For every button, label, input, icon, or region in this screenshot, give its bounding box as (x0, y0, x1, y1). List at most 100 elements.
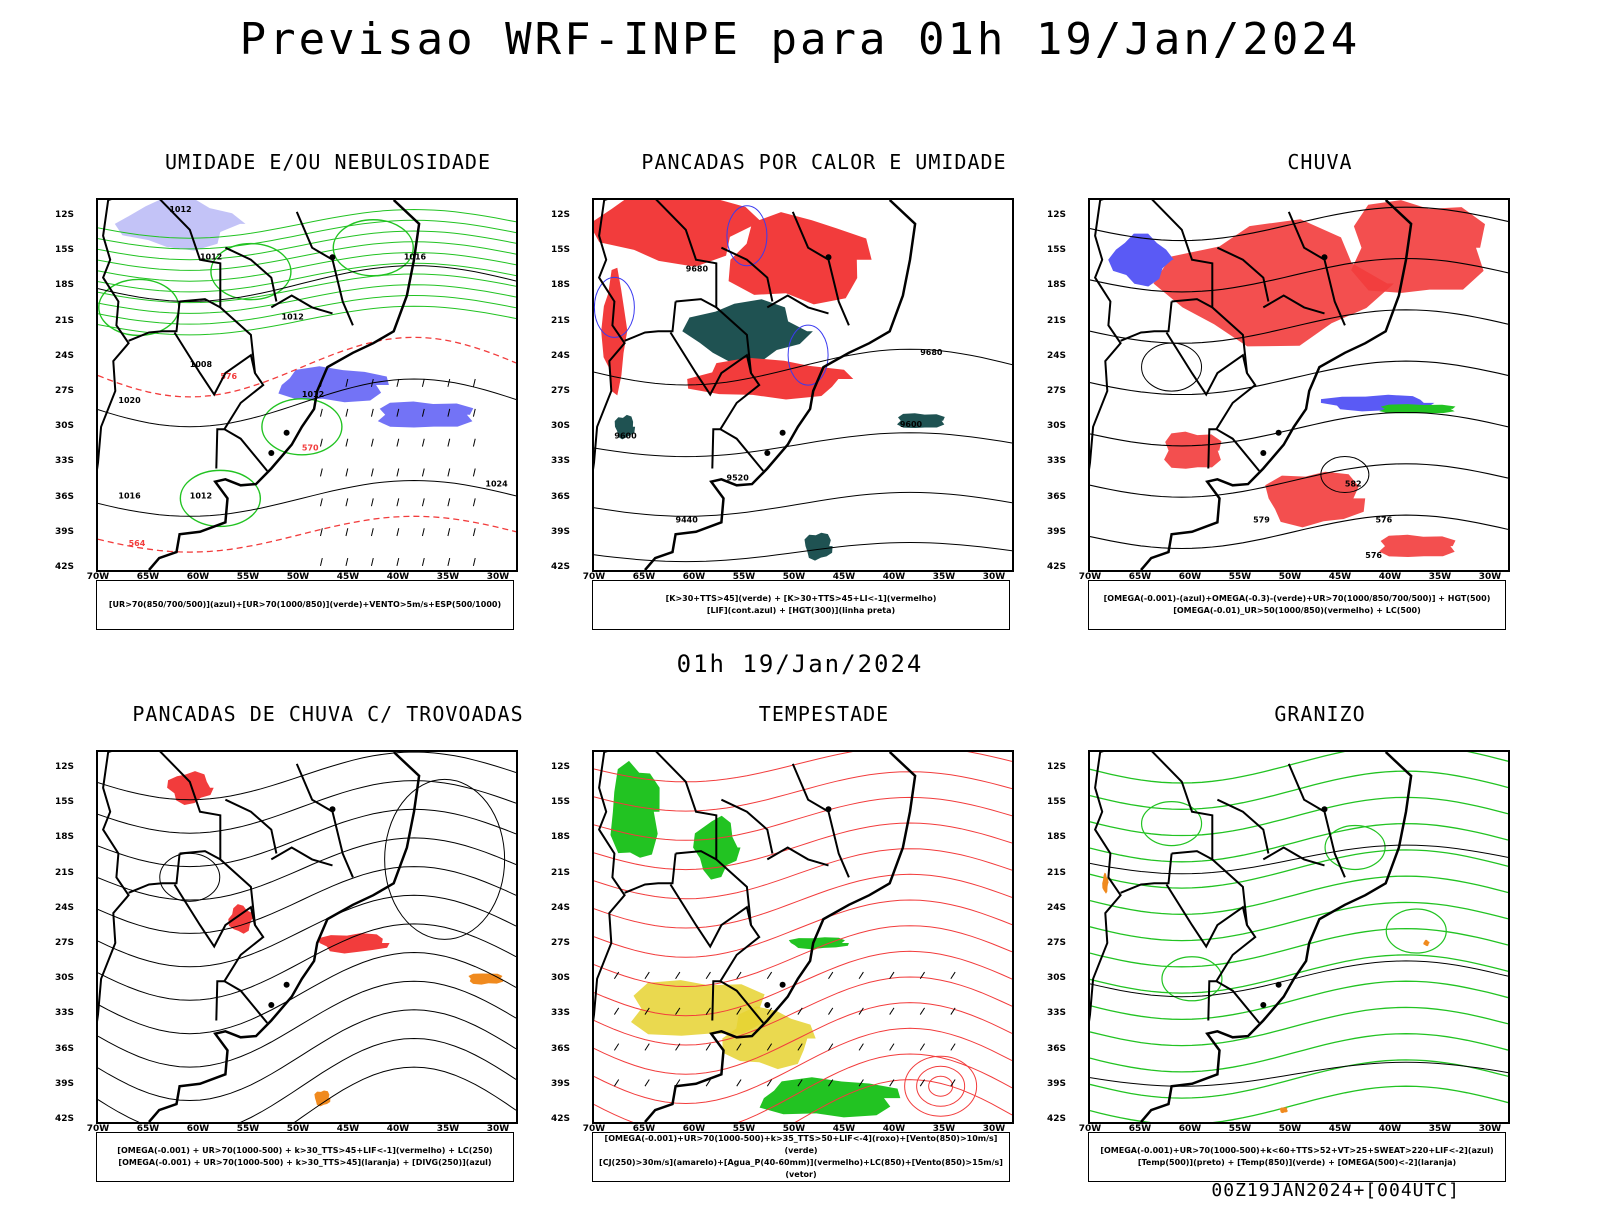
lon-tick-label: 65W (632, 1124, 656, 1134)
thickness-isoline (98, 336, 516, 398)
contour-label: 582 (1345, 479, 1362, 488)
geopotential-isoline (594, 348, 1012, 386)
wind-vector (447, 498, 451, 507)
lon-tick-label: 35W (1428, 1124, 1452, 1134)
mid-title: 01h 19/Jan/2024 (676, 650, 924, 678)
contour-label: 9600 (900, 420, 923, 429)
border (766, 846, 829, 867)
lat-tick-label: 18S (1046, 280, 1066, 291)
lake (779, 981, 786, 988)
wind-vector (472, 528, 476, 537)
legend-line: [OMEGA(-0.001)+UR>70(1000-500)+k<60+TTS>… (1100, 1146, 1494, 1155)
heat-shower-area (601, 267, 628, 396)
wind-vector (889, 1043, 895, 1051)
lon-tick-label: 70W (86, 572, 110, 582)
border (791, 763, 850, 878)
border (215, 428, 225, 469)
map-umidade[interactable]: 1012 1012 1016 1012 1008 1012 1016 1012 1020 1024… (96, 198, 518, 572)
legend-line: [Temp(500)](preto) + [Temp(850)](verde) … (1137, 1158, 1457, 1167)
wind-vector (345, 498, 349, 507)
map-pancadas-calor[interactable]: 9680 9600 9520 9440 9680 9600 (592, 198, 1014, 572)
humidity-contour (98, 262, 516, 293)
wind-vector (421, 468, 425, 477)
streamline (159, 852, 221, 902)
border (1207, 980, 1217, 1021)
lon-tick-label: 30W (982, 1124, 1006, 1134)
lat-tick-label: 21S (550, 867, 570, 878)
humidity-contour (98, 273, 516, 304)
thickness-isoline (98, 515, 516, 553)
lat-tick-label: 42S (1046, 562, 1066, 572)
lon-tick-label: 70W (582, 1124, 606, 1134)
humidity-contour (98, 241, 516, 271)
contour-label: 570 (302, 444, 319, 453)
border (1262, 846, 1325, 867)
thunderstorm-area (167, 771, 214, 805)
lake (283, 429, 290, 436)
wind-vector (396, 498, 400, 507)
map-chuva[interactable]: 582 576 579 576 (1088, 198, 1510, 572)
temperature-850-contour (1090, 980, 1508, 1021)
border (624, 853, 677, 894)
temperature-850-contour (1090, 849, 1508, 889)
temperature-850-contour (1090, 927, 1508, 968)
wind-vector (950, 1007, 956, 1015)
lat-tick-label: 42S (54, 1114, 74, 1124)
wind-vector (705, 1043, 711, 1051)
lake (329, 806, 336, 813)
lat-tick-label: 42S (1046, 1114, 1066, 1124)
lon-tick-label: 45W (1328, 572, 1352, 582)
map-canvas-trovoadas (98, 752, 516, 1122)
wind-vector (396, 468, 400, 477)
precipitable-water-contour (594, 848, 1012, 900)
wind-vector (421, 557, 425, 566)
humidity-area (377, 401, 474, 428)
lat-tick-label: 18S (1046, 832, 1066, 843)
border (173, 331, 256, 397)
instability-area (897, 413, 945, 428)
lat-tick-label: 18S (54, 280, 74, 291)
wind-vector (421, 378, 425, 387)
lon-tick-label: 55W (1228, 1124, 1252, 1134)
wind-vector (950, 1043, 956, 1051)
border (270, 846, 333, 867)
lon-tick-label: 45W (832, 572, 856, 582)
temperature-850-contour (1385, 908, 1447, 954)
lat-tick-label: 33S (54, 1008, 74, 1019)
lon-tick-label: 55W (732, 572, 756, 582)
wind-vector (396, 557, 400, 566)
wind-vector (345, 468, 349, 477)
map-canvas-tempestade (594, 752, 1012, 1122)
border (720, 798, 774, 854)
border (1171, 298, 1213, 309)
wind-vector (705, 1079, 711, 1087)
lon-tick-label: 65W (632, 572, 656, 582)
lat-tick-label: 27S (54, 938, 74, 948)
lat-tick-label: 39S (1046, 526, 1066, 537)
temperature-850-contour (1140, 801, 1203, 847)
lat-tick-label: 21S (54, 315, 74, 326)
coastline (148, 200, 421, 570)
wind-vector (421, 438, 425, 447)
legend-line: [OMEGA(-0.001) + UR>70(1000-500) + k>30_… (117, 1146, 493, 1155)
wind-vector (319, 468, 323, 477)
lon-tick-label: 30W (486, 1124, 510, 1134)
lon-tick-label: 65W (136, 572, 160, 582)
map-tempestade[interactable] (592, 750, 1014, 1124)
shower-area (314, 1090, 331, 1107)
legend-tempestade: [OMEGA(-0.001)+UR>70(1000-500)+k>35_TTS>… (592, 1132, 1010, 1182)
wind-vector (421, 498, 425, 507)
rain-area (1164, 431, 1222, 469)
lat-tick-label: 24S (54, 350, 74, 361)
precipitable-water-contour (594, 976, 1012, 1046)
map-canvas-granizo (1090, 752, 1508, 1122)
border (711, 428, 721, 469)
map-granizo[interactable] (1088, 750, 1510, 1124)
border (98, 200, 130, 470)
wind-vector (736, 1079, 742, 1087)
lifted-index-contour (787, 324, 829, 386)
map-trovoadas[interactable] (96, 750, 518, 1124)
run-timestamp: 00Z19JAN2024+[004UTC] (1211, 1180, 1460, 1201)
lake (825, 806, 832, 813)
humidity-contour (332, 219, 414, 277)
